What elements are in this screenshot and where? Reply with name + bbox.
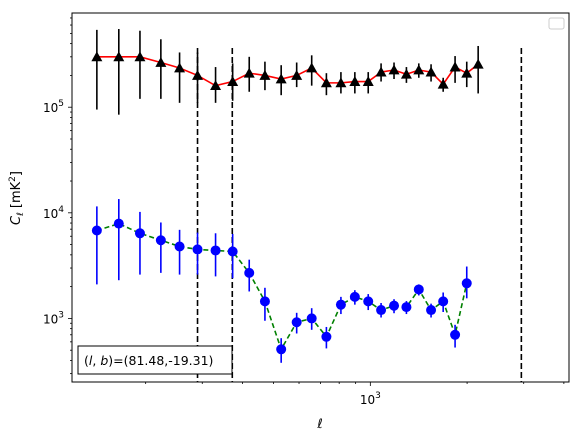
series-0-point-13 <box>320 77 332 88</box>
annotation-text: (l, b)=(81.48,-19.31) <box>84 353 213 368</box>
series-0-point-9 <box>259 69 271 80</box>
series-0-point-18 <box>388 64 400 75</box>
annotation-l: l <box>89 353 93 368</box>
series-1-point-10 <box>276 344 287 355</box>
legend-box <box>548 17 565 30</box>
annotation-frame <box>77 345 233 375</box>
series-1-point-14 <box>335 299 346 310</box>
series-0-point-11 <box>291 69 303 80</box>
series-1-point-1 <box>113 218 124 229</box>
series-0-point-15 <box>349 76 361 86</box>
series-1-point-17 <box>376 305 387 316</box>
annotation-suffix: )=(81.48,-19.31) <box>108 353 213 368</box>
series-0-point-16 <box>362 76 374 86</box>
series-1-point-3 <box>155 235 166 246</box>
series-1-point-20 <box>413 284 424 295</box>
y-axis-label: Cℓ [mK2] <box>8 171 26 225</box>
series-1-point-4 <box>174 241 185 252</box>
series-1-point-8 <box>244 267 255 278</box>
series-1-point-11 <box>291 317 302 328</box>
series-0-point-5 <box>192 69 204 80</box>
series-0-point-14 <box>335 77 347 88</box>
series-1-point-9 <box>259 296 270 307</box>
series-0-point-12 <box>306 62 318 73</box>
series-1-point-15 <box>349 291 360 302</box>
series-1-point-23 <box>450 329 461 340</box>
series-0-point-17 <box>375 66 387 77</box>
series-0-point-25 <box>472 58 484 69</box>
series-0-point-3 <box>155 57 167 67</box>
series-0-point-2 <box>134 51 146 62</box>
series-1-point-21 <box>426 305 437 316</box>
series-1-point-24 <box>461 278 472 289</box>
series-1-point-13 <box>321 331 332 342</box>
series-0-point-8 <box>243 67 255 78</box>
series-1-point-19 <box>401 302 412 313</box>
annotation-box: (l, b)=(81.48,-19.31) <box>77 345 233 375</box>
series-0-point-21 <box>425 66 437 77</box>
series-0-point-24 <box>461 67 473 78</box>
series-0-point-1 <box>113 51 125 62</box>
x-axis-label: ℓ <box>316 417 322 432</box>
series-0-point-0 <box>91 51 103 62</box>
series-0-point-20 <box>413 64 425 75</box>
y-tick-label-2: 105 <box>43 99 64 115</box>
x-tick-label-0: 103 <box>360 391 381 407</box>
series-1-point-22 <box>438 296 449 307</box>
series-0-point-7 <box>227 76 239 86</box>
axis-ticks: 103 103 104 105 <box>43 17 565 407</box>
series-1-point-2 <box>134 228 145 239</box>
annotation-b: b <box>100 353 108 368</box>
plot-area <box>91 29 523 382</box>
series-0-point-19 <box>400 68 412 79</box>
y-tick-label-1: 104 <box>43 205 64 221</box>
series-1-point-12 <box>306 313 317 324</box>
series-1-point-0 <box>91 225 102 236</box>
series-1-point-7 <box>227 246 238 257</box>
annotation-sep: , <box>92 353 100 368</box>
series-0-point-22 <box>437 78 449 89</box>
series-0-point-6 <box>210 80 222 91</box>
annotation-prefix: ( <box>84 353 89 368</box>
series-1-point-5 <box>192 244 203 255</box>
series-1-point-16 <box>363 296 374 307</box>
series-0-point-4 <box>174 62 186 73</box>
series-1-point-18 <box>389 300 400 311</box>
series-0-point-10 <box>275 73 287 84</box>
y-tick-label-0: 103 <box>43 310 64 326</box>
series-1-point-6 <box>210 245 221 256</box>
series-0-point-23 <box>449 61 461 72</box>
